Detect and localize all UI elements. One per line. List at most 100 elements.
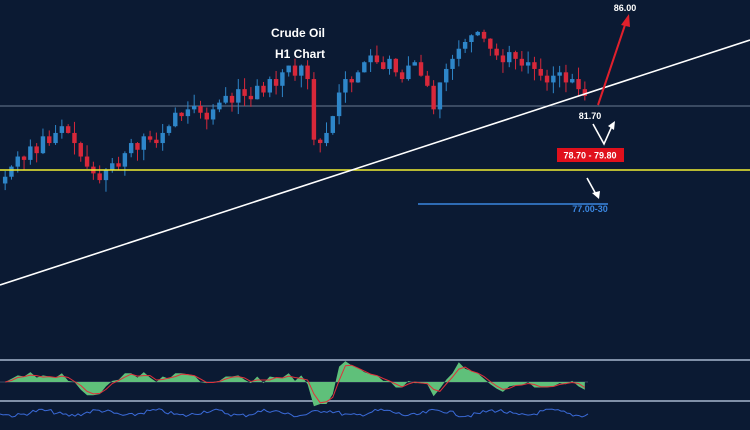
zone-label: 78.70 - 79.80 (563, 151, 616, 161)
candle-body (381, 62, 386, 69)
candle-body (418, 62, 424, 76)
candle-body (53, 132, 58, 144)
candle-body (210, 109, 216, 120)
candle-body (122, 153, 128, 167)
candle-body (147, 136, 153, 140)
candle-body (97, 173, 102, 181)
candle-body (28, 146, 33, 160)
candle-body (141, 136, 146, 150)
candle-body (254, 85, 260, 100)
candle-body (47, 136, 52, 144)
candle-body (40, 136, 46, 154)
candle-body (273, 79, 279, 86)
candle-body (551, 75, 556, 83)
candle-body (399, 72, 405, 80)
candle-body (538, 68, 543, 76)
candle-body (475, 31, 480, 36)
candle-body (519, 58, 525, 66)
bounce-arrow (592, 123, 613, 146)
candle-body (292, 65, 298, 76)
candle-body (116, 163, 121, 167)
candle-body (525, 62, 531, 66)
candle-body (305, 65, 310, 80)
candle-body (72, 132, 77, 144)
oscillator-signal-line (5, 364, 586, 404)
candle-body (576, 79, 581, 90)
candle-body (248, 95, 254, 100)
candle-body (204, 112, 209, 120)
candle-body (9, 166, 14, 177)
candle-body (488, 38, 493, 49)
candle-body (349, 79, 354, 83)
target-down-label: 77.00-30 (572, 204, 608, 214)
candle-body (65, 126, 71, 133)
chart-subtitle: H1 Chart (275, 47, 325, 61)
target-up-arrowhead (621, 14, 630, 27)
chart-title: Crude Oil (271, 26, 325, 40)
candle-body (84, 156, 90, 167)
candle-body (311, 79, 317, 140)
candle-body (280, 72, 285, 86)
candle-body (582, 89, 588, 96)
zone-label-box (557, 148, 624, 162)
candle-body (286, 65, 291, 73)
candle-body (406, 65, 411, 80)
candle-body (362, 62, 367, 73)
trendline (0, 39, 750, 286)
candle-body (469, 35, 474, 42)
candle-body (374, 55, 380, 63)
candle-body (198, 106, 203, 113)
candle-body (450, 58, 455, 69)
current-price-label: 81.70 (579, 111, 602, 121)
candle-body (2, 176, 8, 184)
target-up-arrow (597, 21, 627, 106)
candle-body (494, 48, 499, 56)
candle-body (59, 126, 65, 133)
candle-body (507, 52, 512, 63)
candle-body (128, 143, 134, 154)
candle-body (299, 65, 304, 76)
candle-body (154, 139, 159, 144)
candle-body (110, 163, 115, 170)
candle-body (343, 79, 348, 93)
candle-body (229, 95, 235, 103)
candle-body (462, 42, 468, 49)
candle-body (135, 143, 140, 150)
candle-body (444, 68, 449, 83)
candle-body (160, 132, 165, 144)
candle-body (557, 72, 562, 76)
candle-body (261, 85, 266, 93)
candle-body (355, 72, 361, 83)
candle-body (179, 112, 184, 117)
candle-body (387, 58, 392, 69)
bounce-arrowhead (608, 121, 615, 130)
candle-body (223, 95, 228, 103)
candle-body (532, 62, 537, 69)
candle-body (336, 92, 342, 117)
candle-body (173, 112, 178, 127)
target-up-label: 86.00 (614, 3, 637, 13)
candle-body (456, 48, 462, 59)
candle-body (103, 170, 109, 181)
candle-body (267, 79, 273, 93)
candle-body (317, 139, 323, 144)
candle-body (513, 52, 518, 59)
candle-body (324, 132, 329, 144)
candle-body (570, 79, 575, 83)
candle-body (15, 156, 20, 167)
candle-body (544, 75, 550, 83)
candle-body (21, 156, 27, 160)
candle-body (412, 62, 417, 66)
candle-body (431, 85, 436, 110)
candle-body (217, 102, 222, 110)
candle-body (166, 126, 172, 133)
candle-body (236, 89, 241, 103)
candle-body (368, 55, 373, 63)
candle-body (242, 89, 247, 96)
candle-body (500, 55, 506, 63)
candle-body (425, 75, 430, 86)
candle-body (437, 82, 443, 110)
candle-body (330, 116, 336, 133)
